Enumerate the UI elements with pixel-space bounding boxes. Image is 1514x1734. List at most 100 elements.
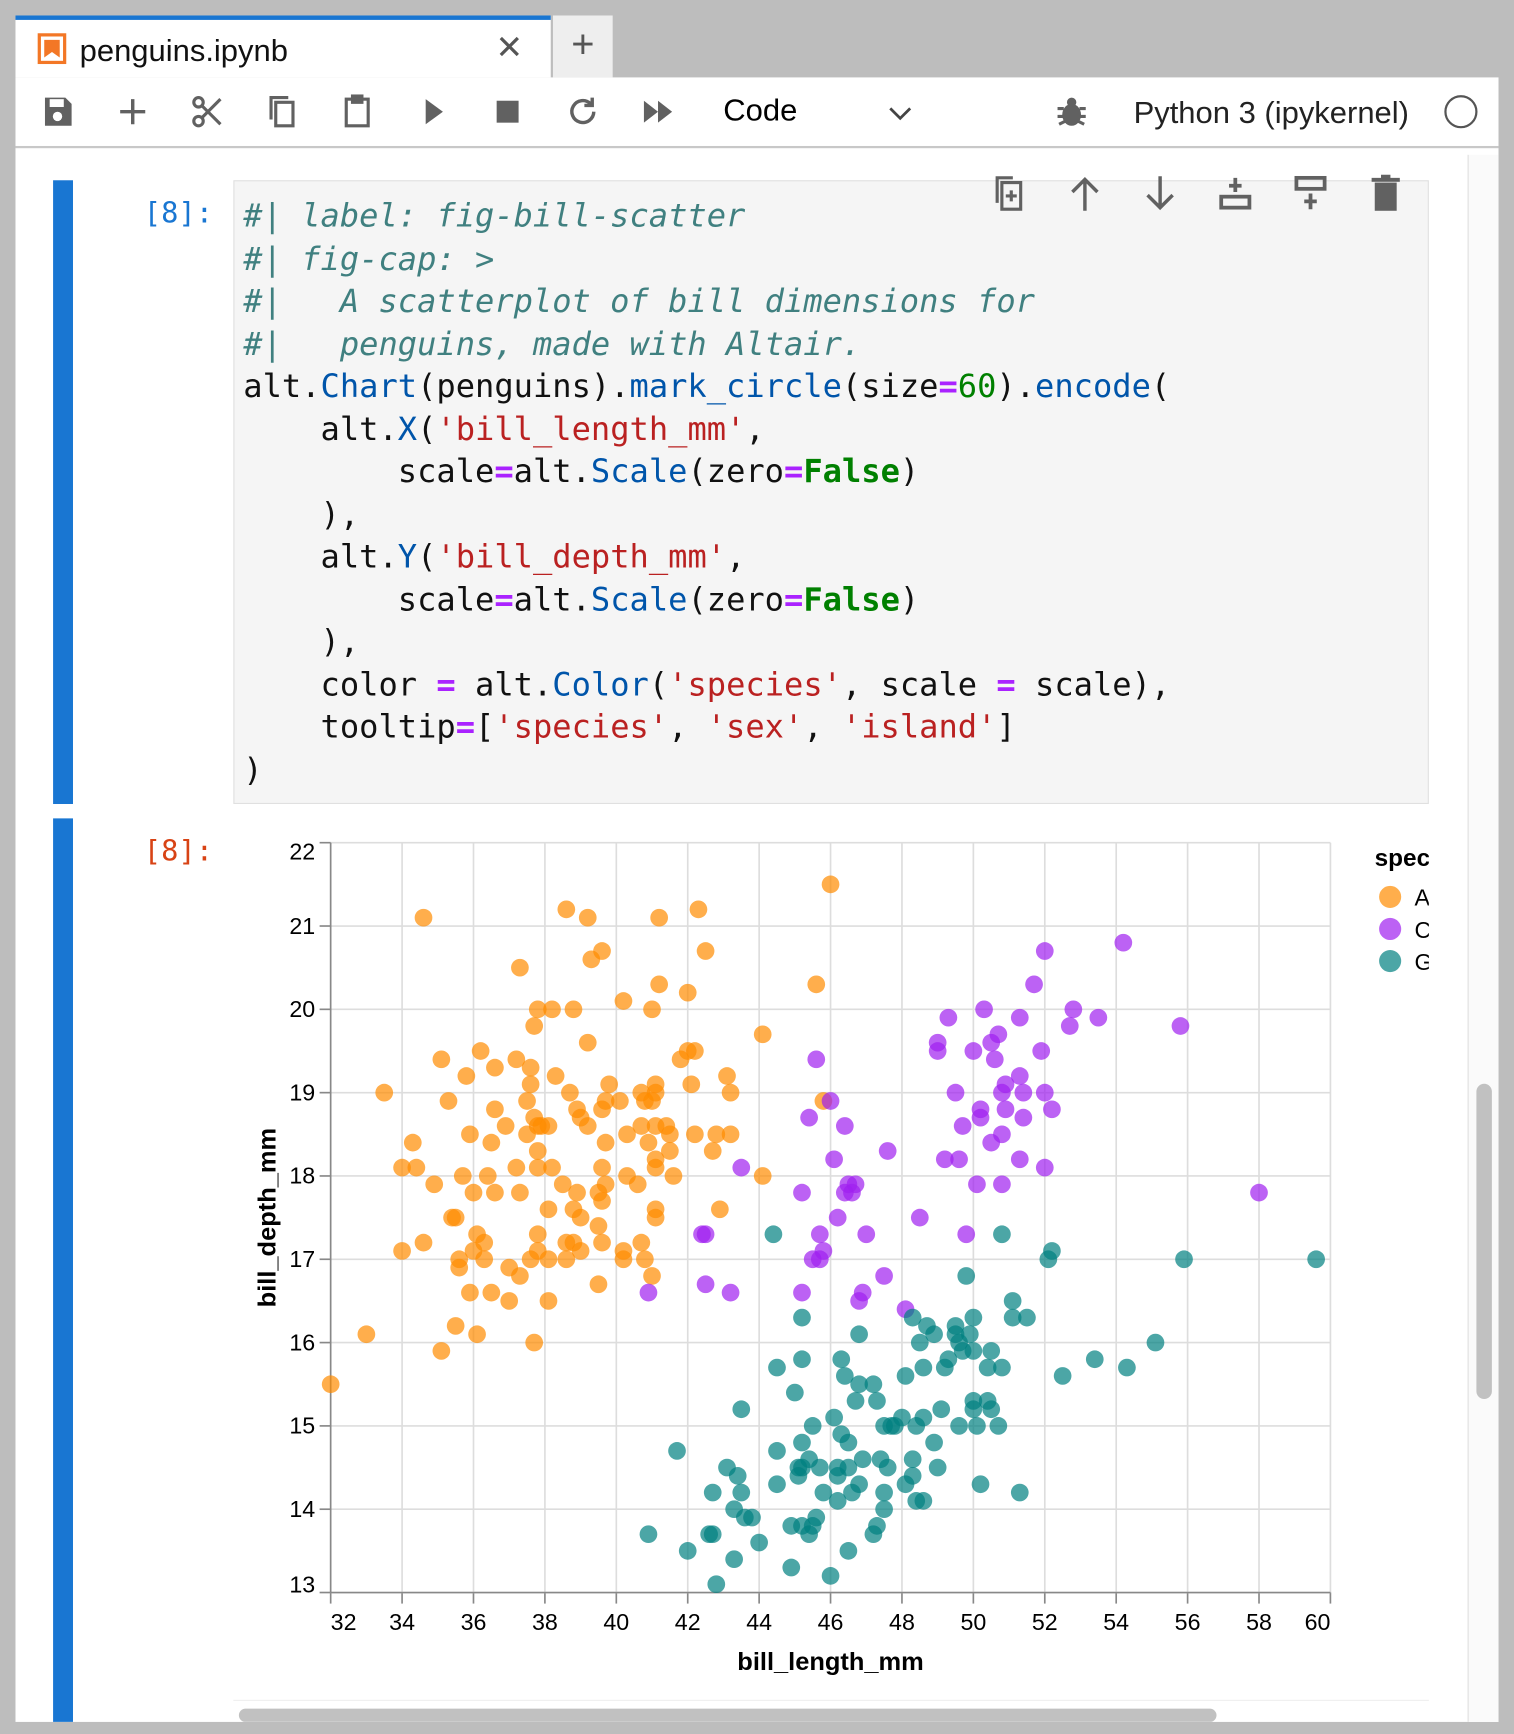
kernel-name[interactable]: Python 3 (ipykernel)	[1133, 95, 1409, 130]
new-tab-button[interactable]: +	[552, 15, 613, 78]
scatter-chart[interactable]: 32 34 36 38 40 42 44 46 48 50 52 54 56 58 60 13 14 15 16 17…	[233, 818, 1428, 1703]
input-collapser[interactable]	[53, 180, 73, 805]
data-point-g	[853, 1450, 872, 1469]
data-point-c	[1010, 1008, 1029, 1027]
code-line: ),	[243, 620, 1170, 663]
code-token: ,	[745, 409, 765, 448]
data-point-g	[903, 1450, 922, 1469]
y-tick-label: 13	[289, 1572, 315, 1598]
code-line: tooltip=['species', 'sex', 'island']	[243, 706, 1170, 749]
data-point-a	[403, 1133, 422, 1152]
data-point-a	[446, 1208, 465, 1227]
data-point-g	[1003, 1292, 1022, 1310]
horizontal-scrollbar[interactable]	[238, 1708, 1217, 1722]
data-point-a	[528, 1000, 547, 1019]
paste-icon[interactable]	[338, 93, 376, 131]
data-point-g	[903, 1308, 922, 1327]
data-point-a	[471, 1042, 490, 1060]
data-point-a	[686, 1042, 704, 1060]
data-point-a	[543, 1158, 561, 1177]
data-point-a	[553, 1175, 572, 1194]
save-icon[interactable]	[39, 93, 77, 131]
data-point-g	[1085, 1350, 1104, 1369]
vertical-scrollbar-thumb[interactable]	[1476, 1083, 1492, 1399]
code-token: #| A scatterplot of bill dimensions for	[243, 282, 1035, 320]
stop-icon[interactable]	[489, 93, 527, 131]
data-point-g	[768, 1442, 786, 1460]
data-point-g	[939, 1350, 958, 1369]
data-point-g	[835, 1367, 854, 1385]
data-point-a	[528, 1225, 547, 1244]
cell-type-select[interactable]: Code	[723, 92, 798, 128]
data-point-g	[793, 1308, 811, 1327]
code-token: #| fig-cap: >	[243, 239, 495, 278]
y-tick-label: 22	[289, 838, 315, 864]
legend-label: A	[1414, 885, 1428, 911]
data-point-c	[1114, 933, 1133, 952]
data-point-a	[539, 1200, 558, 1219]
code-content[interactable]: #| label: fig-bill-scatter #| fig-cap: > #…	[243, 195, 1170, 791]
data-point-a	[414, 908, 433, 927]
data-point-a	[718, 1067, 736, 1085]
data-point-g	[782, 1558, 801, 1577]
code-token: 'species'	[668, 665, 842, 703]
code-token: mark_circle	[629, 367, 842, 405]
fast-forward-icon[interactable]	[639, 93, 677, 131]
data-point-a	[478, 1167, 497, 1185]
data-point-a	[457, 1067, 476, 1085]
data-point-a	[632, 1233, 651, 1252]
run-icon[interactable]	[415, 93, 453, 131]
cut-icon[interactable]	[189, 93, 227, 131]
data-point-g	[914, 1492, 933, 1510]
data-point-a	[646, 1075, 665, 1094]
delete-cell-icon[interactable]	[1367, 173, 1405, 215]
move-up-icon[interactable]	[1066, 173, 1104, 215]
data-point-g	[925, 1433, 943, 1452]
vertical-scrollbar-track[interactable]	[1467, 154, 1499, 1722]
close-icon[interactable]: ✕	[495, 29, 524, 67]
data-point-c	[800, 1108, 818, 1127]
restart-icon[interactable]	[564, 93, 602, 131]
data-point-a	[753, 1167, 772, 1185]
code-token: 'species'	[494, 707, 669, 746]
data-point-a	[393, 1158, 411, 1177]
data-point-g	[932, 1400, 951, 1419]
data-point-g	[828, 1492, 847, 1510]
data-point-c	[1250, 1183, 1268, 1202]
add-cell-icon[interactable]	[114, 93, 152, 131]
data-point-a	[539, 1292, 558, 1310]
code-line: scale=alt.Scale(zero=False)	[243, 450, 1170, 493]
data-point-a	[539, 1117, 558, 1135]
y-tick-label: 17	[289, 1246, 315, 1272]
data-point-a	[518, 1125, 536, 1144]
data-point-g	[925, 1325, 943, 1344]
code-token: =	[494, 580, 514, 618]
code-line: ),	[243, 493, 1170, 536]
insert-above-icon[interactable]	[1217, 173, 1255, 215]
data-point-a	[689, 900, 708, 919]
notebook-tab[interactable]: penguins.ipynb ✕	[15, 15, 551, 78]
copy-icon[interactable]	[263, 93, 301, 131]
output-collapser[interactable]	[53, 818, 73, 1722]
divider	[233, 1699, 1429, 1701]
code-editor[interactable]: #| label: fig-bill-scatter #| fig-cap: > #…	[233, 180, 1429, 805]
data-point-a	[464, 1242, 483, 1260]
data-point-c	[989, 1025, 1008, 1044]
data-point-a	[557, 900, 576, 919]
chevron-down-icon[interactable]	[887, 102, 914, 124]
duplicate-cell-icon[interactable]	[991, 173, 1029, 215]
data-point-c	[935, 1150, 954, 1169]
data-point-g	[875, 1483, 893, 1502]
data-point-a	[646, 1208, 665, 1227]
code-token: alt.	[455, 665, 553, 703]
data-point-a	[578, 1117, 597, 1135]
code-line: #| A scatterplot of bill dimensions for	[243, 280, 1170, 323]
data-point-a	[528, 1158, 547, 1177]
y-tick-label: 20	[289, 996, 315, 1022]
move-down-icon[interactable]	[1141, 173, 1179, 215]
data-point-c	[1060, 1017, 1079, 1035]
data-point-a	[446, 1317, 465, 1335]
insert-below-icon[interactable]	[1292, 173, 1330, 215]
bug-icon[interactable]	[1053, 93, 1091, 131]
data-point-a	[593, 1158, 611, 1177]
